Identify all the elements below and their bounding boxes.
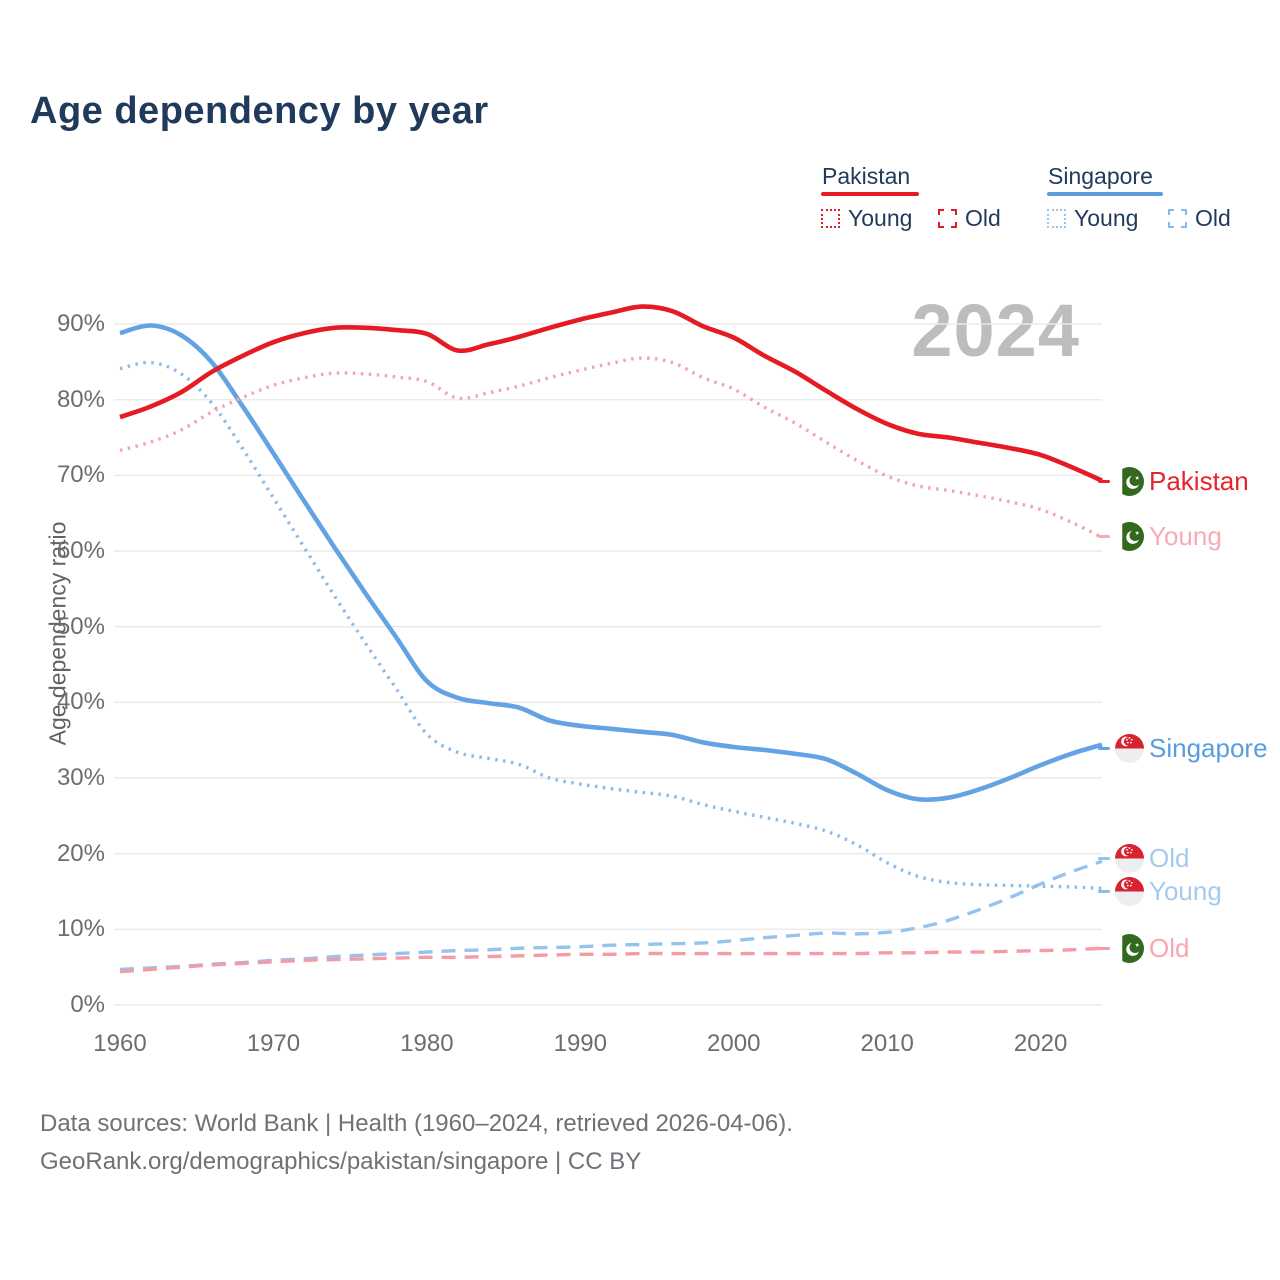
dashed-line-swatch-icon xyxy=(938,209,957,228)
series-label-text: Young xyxy=(1149,520,1222,551)
pakistan-flag-icon xyxy=(1115,521,1144,551)
line-end-stub xyxy=(1098,479,1110,483)
x-tick-label: 2000 xyxy=(707,1030,761,1057)
legend-group-singapore[interactable]: Singapore xyxy=(1048,163,1153,189)
line-singapore-total xyxy=(119,323,1103,803)
singapore-flag-icon xyxy=(1115,843,1144,873)
y-tick-label: 10% xyxy=(56,915,105,943)
legend-item-label: Young xyxy=(1074,205,1139,231)
line-end-stub xyxy=(1098,534,1110,538)
series-label-text: Singapore xyxy=(1149,732,1268,763)
y-tick-label: 70% xyxy=(56,461,105,489)
x-tick-label: 1970 xyxy=(246,1030,301,1057)
y-tick-label: 50% xyxy=(56,612,105,640)
legend-underline-singapore xyxy=(1047,192,1163,196)
legend-item-pakistan-old[interactable]: Old xyxy=(938,205,1001,232)
series-label-pakistan-old: Old xyxy=(1098,933,1189,963)
x-tick-label: 2020 xyxy=(1013,1030,1068,1057)
line-end-stub xyxy=(1098,889,1110,893)
y-tick-label: 90% xyxy=(56,309,105,337)
singapore-flag-icon xyxy=(1115,876,1144,906)
singapore-flag-icon xyxy=(1115,733,1144,763)
dotted-line-swatch-icon xyxy=(1047,209,1066,228)
series-label-text: Pakistan xyxy=(1149,465,1249,496)
pakistan-flag-icon xyxy=(1115,933,1144,963)
footer-sources: Data sources: World Bank | Health (1960–… xyxy=(40,1110,793,1137)
x-tick-label: 2010 xyxy=(860,1030,914,1057)
line-end-stub xyxy=(1098,946,1110,950)
legend-item-label: Old xyxy=(1195,205,1231,231)
page-title: Age dependency by year xyxy=(30,90,489,132)
series-label-text: Old xyxy=(1149,932,1190,963)
series-label-pakistan-young: Young xyxy=(1098,521,1222,551)
pakistan-flag-icon xyxy=(1115,466,1144,496)
y-tick-label: 80% xyxy=(56,385,105,413)
footer-attribution: GeoRank.org/demographics/pakistan/singap… xyxy=(40,1148,642,1175)
series-label-singapore-old: Old xyxy=(1098,843,1189,873)
dotted-line-swatch-icon xyxy=(821,209,840,228)
watermark-year: 2024 xyxy=(911,289,1080,372)
series-label-singapore-total: Singapore xyxy=(1098,733,1268,763)
line-pakistan-total xyxy=(119,304,1103,483)
series-label-text: Young xyxy=(1149,875,1222,906)
y-tick-label: 60% xyxy=(56,536,105,564)
y-tick-label: 30% xyxy=(56,763,105,791)
line-singapore-young xyxy=(119,360,1103,891)
x-tick-label: 1960 xyxy=(93,1030,147,1057)
series-label-singapore-young: Young xyxy=(1098,876,1222,906)
legend-item-singapore-young[interactable]: Young xyxy=(1047,205,1138,232)
series-label-text: Old xyxy=(1149,842,1190,873)
legend-item-pakistan-young[interactable]: Young xyxy=(821,205,912,232)
dashed-line-swatch-icon xyxy=(1168,209,1187,228)
y-tick-label: 0% xyxy=(70,991,105,1018)
legend-item-singapore-old[interactable]: Old xyxy=(1168,205,1231,232)
y-tick-label: 40% xyxy=(56,688,105,716)
line-end-stub xyxy=(1098,856,1110,860)
x-tick-label: 1980 xyxy=(400,1030,454,1057)
y-tick-label: 20% xyxy=(56,839,105,867)
line-end-stub xyxy=(1098,746,1110,750)
legend-group-pakistan[interactable]: Pakistan xyxy=(822,163,911,189)
legend-underline-pakistan xyxy=(821,192,919,196)
line-pakistan-old xyxy=(119,946,1103,974)
legend-item-label: Young xyxy=(848,205,913,231)
line-pakistan-young xyxy=(119,356,1103,539)
legend-item-label: Old xyxy=(965,205,1001,231)
x-tick-label: 1990 xyxy=(553,1030,607,1057)
series-label-pakistan-total: Pakistan xyxy=(1098,466,1249,496)
